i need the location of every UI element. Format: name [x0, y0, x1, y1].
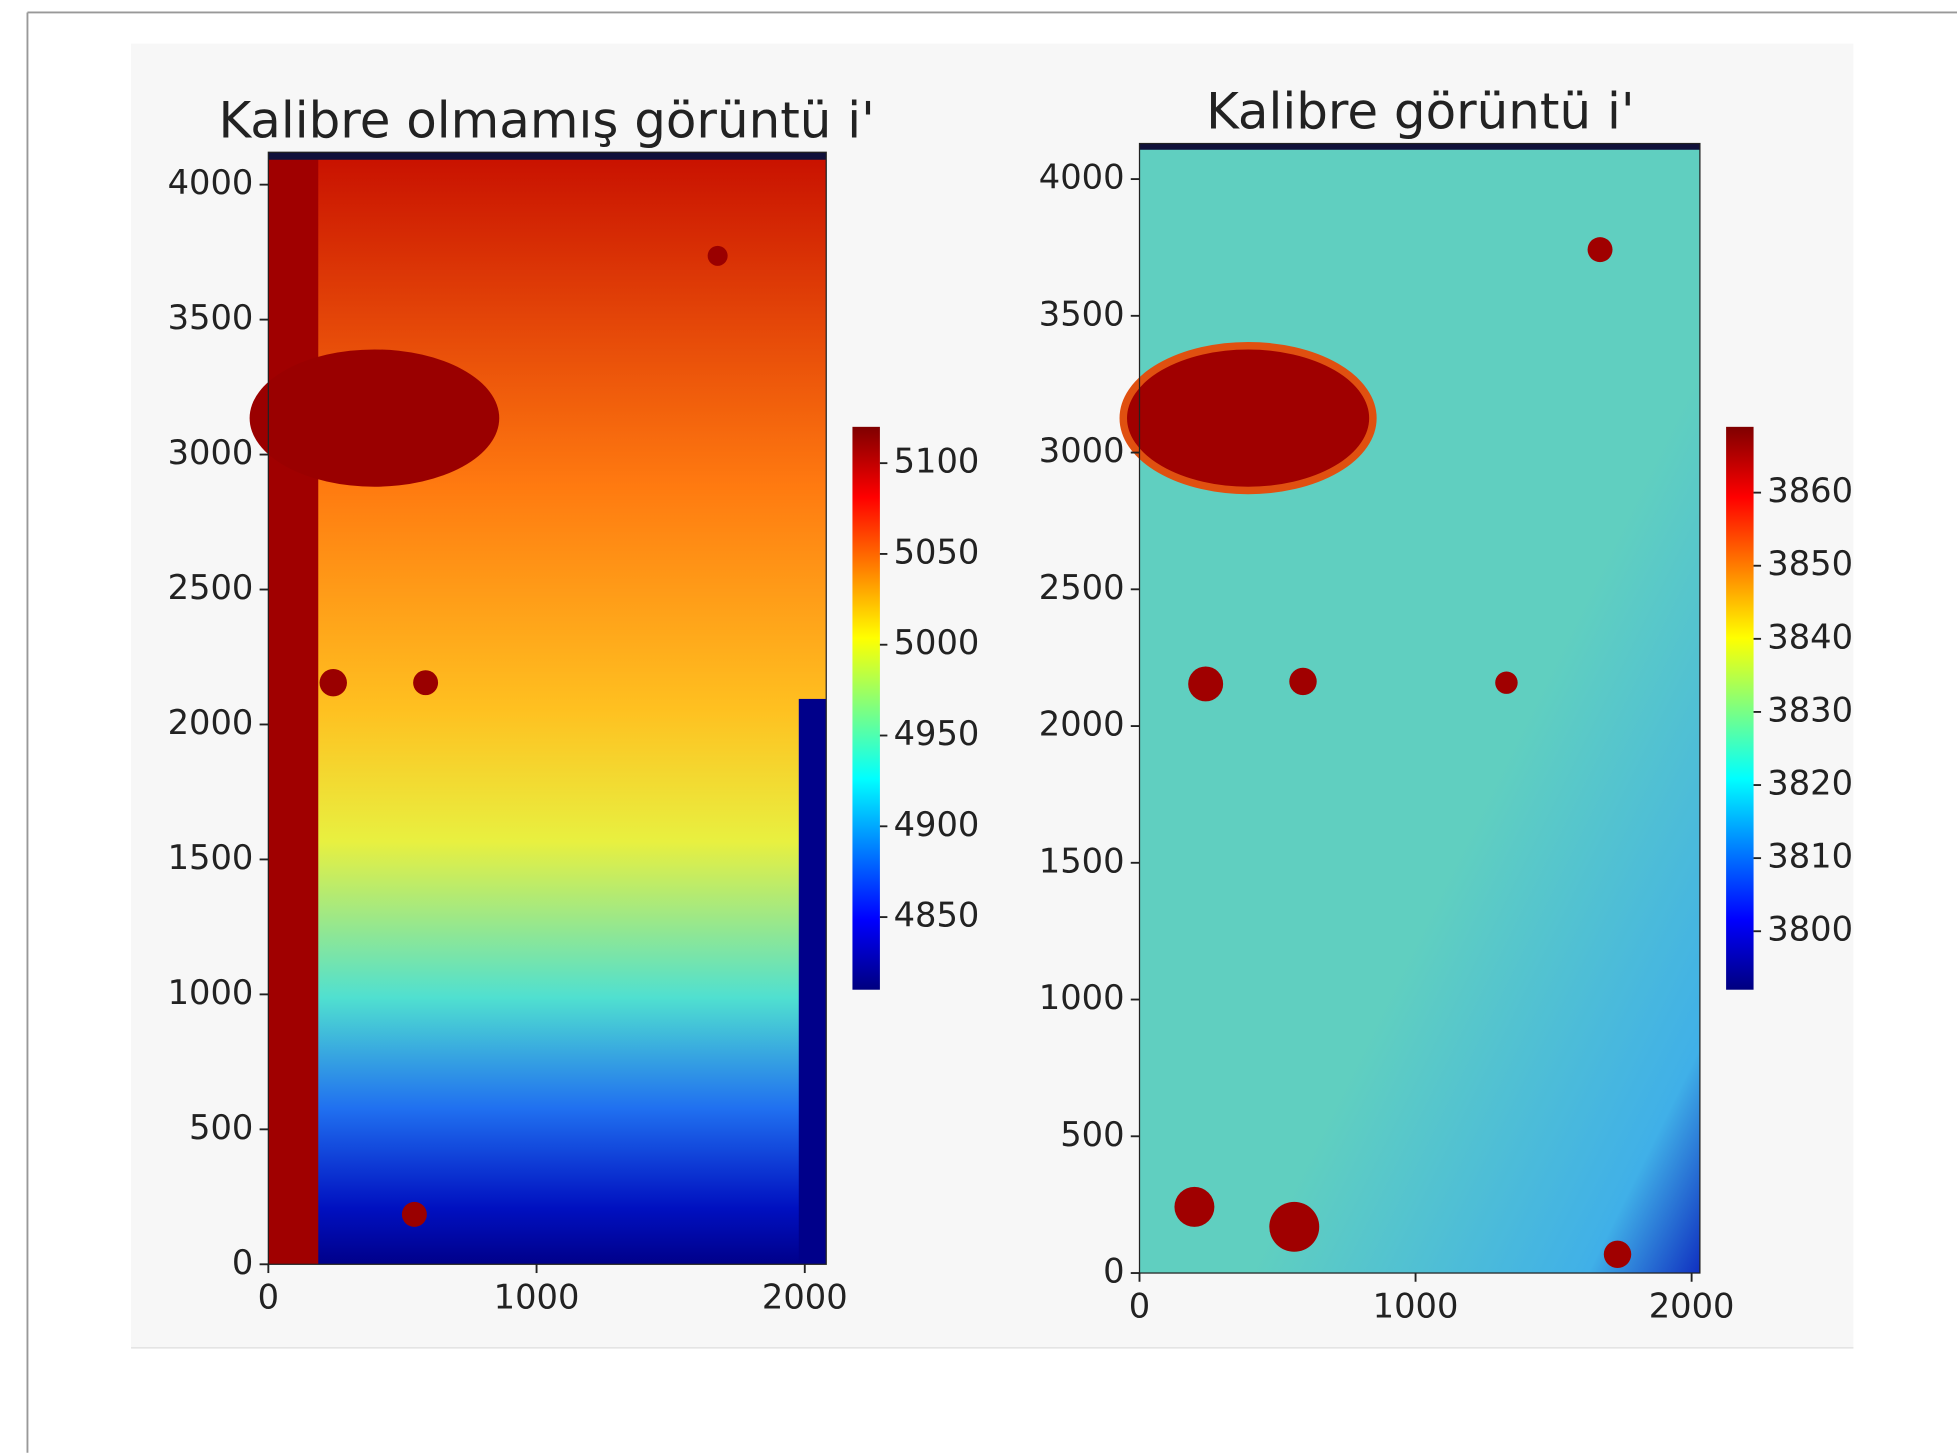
image-star — [1174, 1186, 1215, 1227]
colorbar-tick-label: 5100 — [894, 442, 980, 481]
image-star — [319, 668, 347, 697]
y-tick-label: 2000 — [168, 703, 254, 742]
colorbar-tick-label: 3860 — [1767, 471, 1853, 510]
image-star — [1495, 671, 1518, 694]
x-tick-label: 0 — [258, 1278, 279, 1317]
x-tick-label: 2000 — [1649, 1286, 1735, 1325]
y-tick-label: 1500 — [168, 838, 254, 877]
y-tick-label: 0 — [1103, 1252, 1124, 1291]
image-blob — [249, 349, 500, 487]
x-tick-label: 1000 — [1373, 1286, 1459, 1325]
image-star — [1603, 1240, 1632, 1269]
image-right — [1119, 143, 1700, 1274]
image-edge — [1139, 143, 1700, 150]
image-star — [707, 245, 728, 266]
chart-title: Kalibre olmamış görüntü i' — [218, 91, 874, 149]
plot-frame — [267, 151, 827, 1265]
colorbar-tick-label: 4900 — [894, 805, 980, 844]
y-tick-label: 3500 — [168, 298, 254, 337]
image-edge — [268, 152, 827, 160]
image-strip — [268, 152, 319, 1265]
y-tick-label: 500 — [189, 1108, 253, 1147]
chart-title: Kalibre görüntü i' — [1206, 83, 1634, 141]
plot-frame — [1138, 142, 1701, 1274]
colorbar-tick-label: 3800 — [1767, 910, 1853, 949]
y-tick-label: 3500 — [1039, 294, 1125, 333]
colorbar-ticks: 4850 4900 4950 5000 5050 5100 — [879, 442, 980, 935]
image-star — [1587, 237, 1613, 263]
colorbar-tick-label: 3850 — [1767, 544, 1853, 583]
image-star — [1289, 667, 1317, 696]
colorbar-tick-label: 3810 — [1767, 837, 1853, 876]
colorbar-tick-label: 5050 — [894, 532, 980, 571]
y-tick-label: 3000 — [1039, 431, 1125, 470]
x-tick-label: 0 — [1129, 1286, 1150, 1325]
colorbar — [852, 426, 880, 990]
y-tick-label: 2000 — [1039, 705, 1125, 744]
y-tick-label: 0 — [232, 1243, 253, 1282]
image-left — [249, 152, 827, 1265]
image-star — [1188, 666, 1224, 702]
y-tick-label: 4000 — [1039, 158, 1125, 197]
y-tick-label: 500 — [1060, 1115, 1124, 1154]
image-star — [413, 670, 439, 696]
y-tick-label: 2500 — [1039, 568, 1125, 607]
image-body — [268, 152, 827, 1265]
colorbar-tick-label: 3840 — [1767, 617, 1853, 656]
colorbar-ticks: 3800 3810 3820 3830 3840 3850 3860 — [1753, 471, 1853, 949]
image-star — [401, 1201, 427, 1227]
colorbar-tick-label: 5000 — [894, 623, 980, 662]
colorbar-tick-label: 4850 — [894, 896, 980, 935]
image-star — [1269, 1201, 1320, 1252]
colorbar-tick-label: 3820 — [1767, 764, 1853, 803]
colorbar — [1726, 426, 1754, 990]
y-tick-label: 2500 — [168, 568, 254, 607]
colorbar-tick-label: 4950 — [894, 714, 980, 753]
x-tick-label: 1000 — [494, 1278, 580, 1317]
y-tick-label: 3000 — [168, 433, 254, 472]
y-tick-label: 1000 — [1039, 978, 1125, 1017]
image-strip — [798, 698, 827, 1265]
image-blob — [1119, 341, 1377, 495]
image-body — [1139, 143, 1700, 1274]
x-tick-label: 2000 — [762, 1278, 848, 1317]
y-tick-label: 4000 — [168, 163, 254, 202]
colorbar-tick-label: 3830 — [1767, 690, 1853, 729]
y-tick-label: 1000 — [168, 973, 254, 1012]
y-tick-label: 1500 — [1039, 841, 1125, 880]
